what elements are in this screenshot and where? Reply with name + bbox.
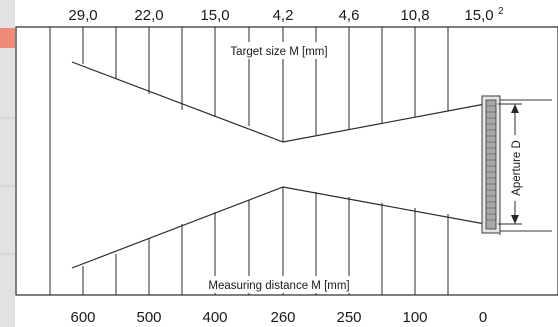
top-values-row: 29,0 22,0 15,0 4,2 4,6 10,8 15,0 2 xyxy=(68,6,504,24)
beam-upper-edge xyxy=(71,61,486,143)
top-value: 10,8 xyxy=(400,7,429,24)
top-value: 4,2 xyxy=(273,7,294,24)
top-value: 29,0 xyxy=(68,7,97,24)
bottom-value: 600 xyxy=(70,309,95,326)
sensor-lens xyxy=(485,99,497,230)
bottom-value: 500 xyxy=(136,309,161,326)
side-strip-accent xyxy=(0,28,15,48)
sensor-body-outline xyxy=(500,99,552,232)
sensor-head xyxy=(481,95,552,235)
top-superscript: 2 xyxy=(498,6,504,17)
aperture-label: Aperture D xyxy=(511,140,523,196)
beam-lower-edge xyxy=(71,186,486,269)
aperture-arrow-up xyxy=(511,104,519,113)
bottom-value: 400 xyxy=(202,309,227,326)
bottom-values-row: 600 500 400 260 250 100 0 xyxy=(70,309,487,326)
target-size-label-bg xyxy=(220,42,338,59)
diagram-frame xyxy=(15,26,558,296)
target-size-label: Target size M [mm] xyxy=(230,46,327,58)
bottom-value: 260 xyxy=(270,309,295,326)
aperture-label-bg xyxy=(509,135,523,201)
aperture-arrow-down xyxy=(511,215,519,224)
top-value: 22,0 xyxy=(134,7,163,24)
top-value: 15,0 xyxy=(200,7,229,24)
measuring-distance-label-bg xyxy=(196,276,362,293)
bottom-value: 250 xyxy=(336,309,361,326)
bottom-value: 0 xyxy=(479,309,487,326)
bottom-value: 100 xyxy=(402,309,427,326)
side-strip xyxy=(0,0,15,327)
top-value: 15,0 xyxy=(464,7,493,24)
top-value: 4,6 xyxy=(339,7,360,24)
sensor-lens-ribs xyxy=(486,105,496,221)
measuring-distance-label: Measuring distance M [mm] xyxy=(208,280,349,292)
